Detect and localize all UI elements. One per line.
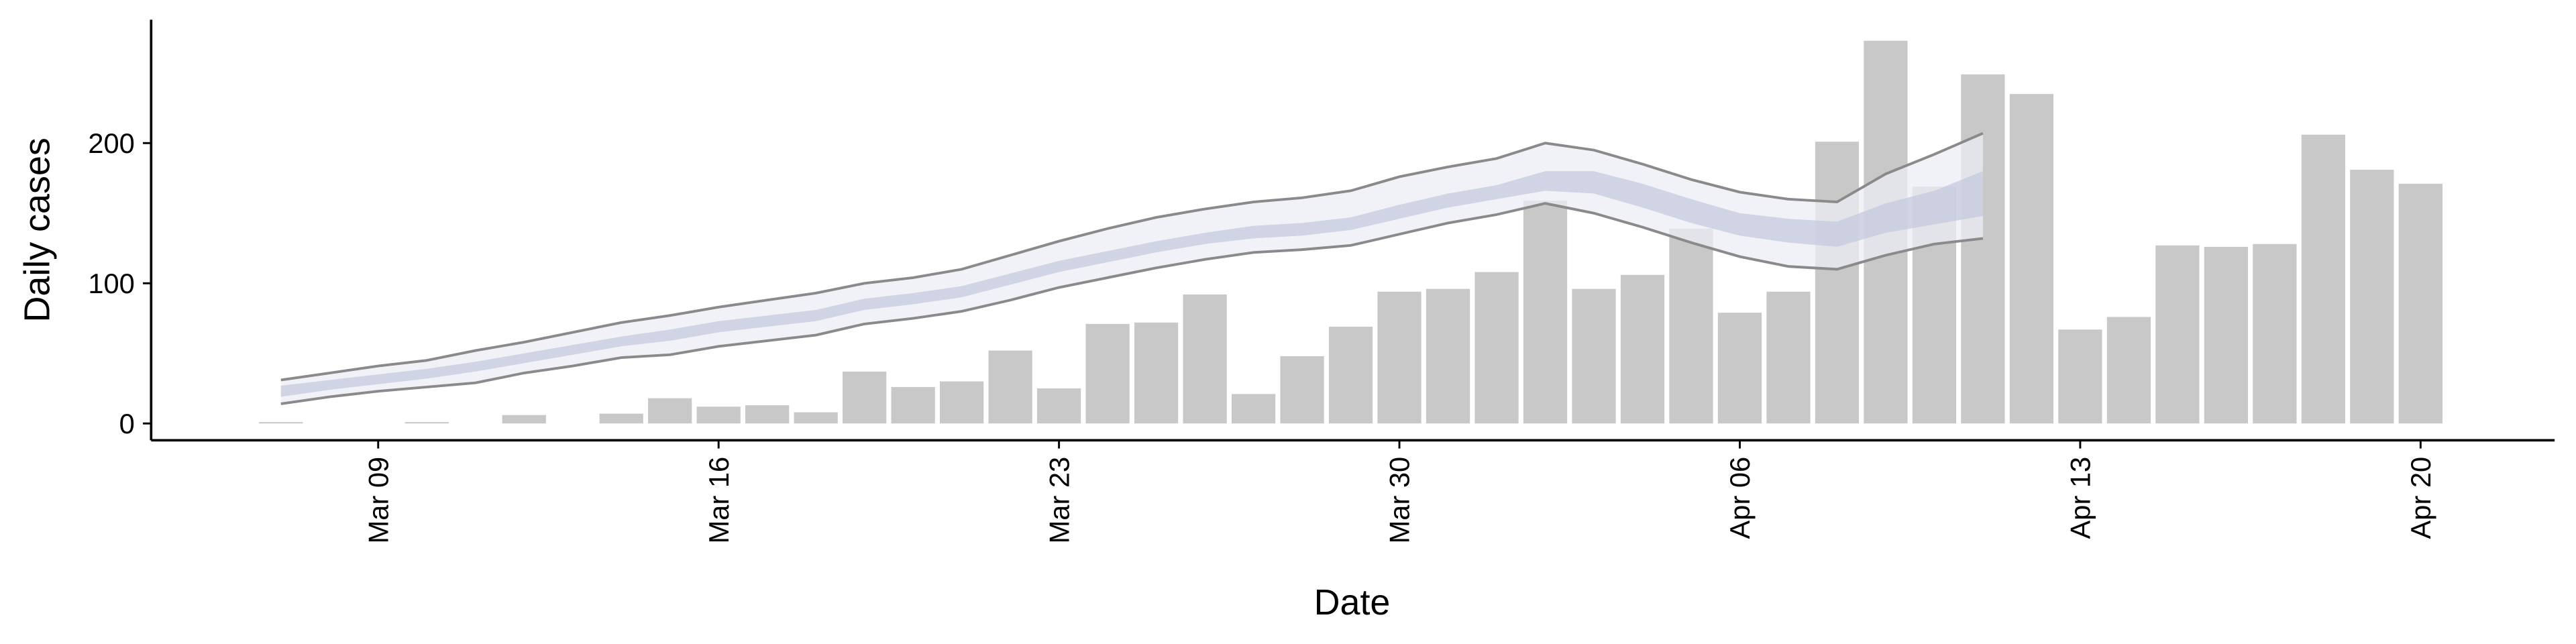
bar <box>843 371 887 424</box>
bar <box>940 381 984 424</box>
bar <box>502 415 546 424</box>
bar <box>1134 322 1179 424</box>
interval-90-area <box>280 133 1983 404</box>
bar <box>1036 388 1081 424</box>
bar <box>696 407 741 424</box>
y-tick-label: 0 <box>119 408 135 439</box>
x-tick-label: Mar 30 <box>1384 457 1415 544</box>
interval-90-lower-line <box>280 202 1984 405</box>
bar <box>1961 74 2005 424</box>
bar <box>259 422 303 424</box>
bar <box>1231 394 1276 424</box>
bar <box>1523 200 1568 424</box>
bar <box>794 412 838 424</box>
y-axis-title: Daily cases <box>17 138 57 322</box>
x-tick-label: Mar 23 <box>1043 457 1075 544</box>
bar <box>2253 244 2297 424</box>
x-tick-label: Apr 13 <box>2065 457 2096 539</box>
x-tick-label: Mar 09 <box>362 457 394 544</box>
y-tick-label: 200 <box>88 127 134 159</box>
bar <box>1377 291 1421 424</box>
bar <box>1328 327 1373 424</box>
bar <box>2350 169 2394 424</box>
bar <box>1669 228 1713 424</box>
bar <box>1085 323 1130 424</box>
bar <box>1766 291 1811 424</box>
bar <box>1426 288 1470 424</box>
bar <box>405 422 449 424</box>
x-tick-label: Apr 06 <box>1724 457 1756 539</box>
y-tick-label: 100 <box>88 268 134 299</box>
x-tick-label: Apr 20 <box>2405 457 2436 539</box>
bar <box>1717 313 1762 424</box>
bar <box>2058 329 2102 424</box>
interval-50-area <box>280 171 1983 397</box>
interval-90-upper-line <box>280 131 1984 382</box>
bar <box>648 398 692 424</box>
bar <box>2398 183 2443 424</box>
bar <box>2009 94 2054 424</box>
bar <box>891 386 935 424</box>
bar <box>2301 134 2345 424</box>
bar <box>2204 246 2248 424</box>
bar <box>1572 288 1616 424</box>
bar <box>1815 142 1860 424</box>
bar <box>2106 317 2151 424</box>
x-tick-label: Mar 16 <box>703 457 735 544</box>
bar <box>599 413 643 424</box>
bar <box>1620 274 1665 424</box>
bar <box>745 405 790 424</box>
x-axis-title: Date <box>1314 582 1391 623</box>
bar <box>988 350 1032 424</box>
bar <box>1280 356 1324 424</box>
bar <box>1474 272 1519 424</box>
bar <box>2155 245 2200 424</box>
bar <box>1183 294 1227 424</box>
